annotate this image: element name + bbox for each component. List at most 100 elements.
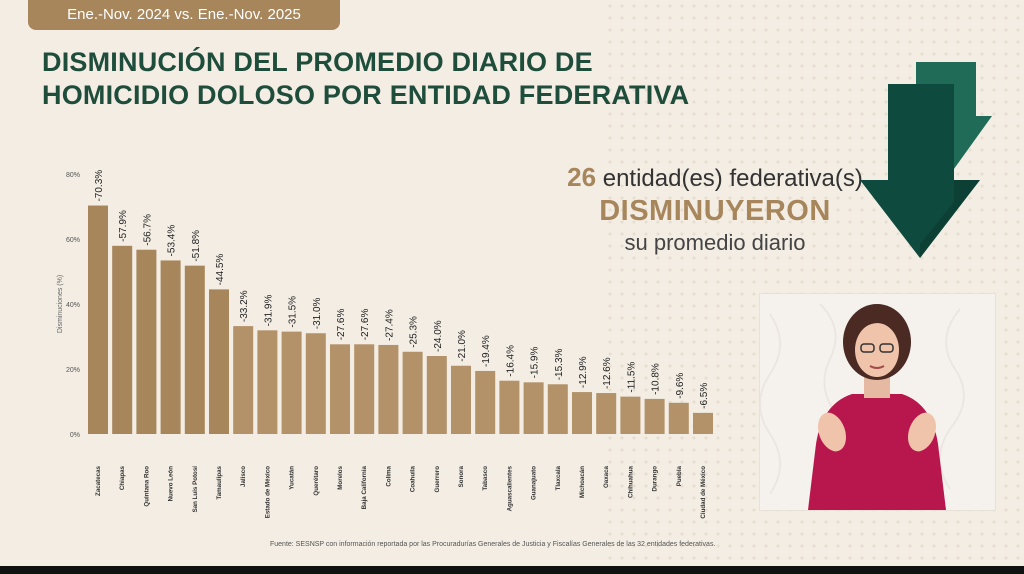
bar	[572, 392, 592, 434]
bar	[378, 344, 399, 434]
category-label: Jalisco	[240, 466, 247, 487]
bar	[112, 245, 133, 434]
bar-chart: 0% 20% 40% 60% 80% Disminuciones (%) -70.3% Zac…	[57, 170, 713, 519]
bar	[426, 356, 447, 434]
summary-count: 26	[567, 162, 597, 192]
bar	[184, 265, 205, 434]
bar	[305, 333, 326, 434]
y-axis-label: Disminuciones (%)	[57, 275, 64, 333]
category-label: Yucatán	[289, 466, 296, 490]
bar	[596, 393, 617, 434]
category-label: Oaxaca	[603, 465, 610, 488]
bar-value-label: -6.5%	[699, 383, 710, 409]
bar	[88, 205, 108, 434]
category-label: Colima	[385, 465, 392, 486]
category-label: Querétaro	[313, 466, 320, 496]
category-label: Chihuahua	[627, 465, 634, 498]
bar-value-label: -12.6%	[602, 357, 613, 389]
bar	[257, 330, 278, 434]
down-arrows-icon	[860, 62, 992, 258]
interpreter-person-icon	[760, 294, 995, 510]
period-badge: Ene.-Nov. 2024 vs. Ene.-Nov. 2025	[28, 0, 340, 30]
y-tick-label: 80%	[66, 172, 80, 179]
title-line-1: DISMINUCIÓN DEL PROMEDIO DIARIO DE	[42, 47, 593, 77]
category-label: Sonora	[458, 465, 465, 487]
category-label: Estado de México	[264, 466, 271, 518]
bar-value-label: -19.4%	[481, 335, 492, 367]
bar	[668, 402, 689, 434]
summary-count-suffix: entidad(es) federativa(s)	[596, 165, 863, 192]
bar	[160, 260, 181, 434]
title-line-2: HOMICIDIO DOLOSO POR ENTIDAD FEDERATIVA	[42, 80, 690, 110]
bar-value-label: -31.5%	[288, 296, 299, 328]
bar-value-label: -27.4%	[384, 309, 395, 341]
bar	[475, 370, 496, 434]
category-label: Morelos	[337, 465, 344, 489]
bar	[644, 398, 665, 434]
page-title: DISMINUCIÓN DEL PROMEDIO DIARIO DE HOMIC…	[42, 46, 689, 112]
category-label: Guerrero	[434, 466, 441, 493]
category-label: Quintana Roo	[143, 466, 150, 507]
category-label: San Luis Potosí	[192, 466, 199, 513]
bar	[233, 326, 254, 434]
bar-value-label: -31.0%	[312, 297, 323, 329]
category-label: Guanajuato	[531, 466, 538, 500]
bar	[693, 412, 713, 434]
sign-language-interpreter	[760, 294, 995, 510]
bar-value-label: -53.4%	[167, 225, 178, 257]
bar	[523, 382, 544, 434]
bar-value-label: -33.2%	[239, 290, 250, 322]
category-label: Coahuila	[410, 465, 417, 492]
bar	[354, 344, 375, 434]
bar	[136, 249, 157, 434]
bar-value-label: -15.3%	[554, 348, 565, 380]
y-tick-label: 60%	[66, 237, 80, 244]
bar-value-label: -27.6%	[360, 309, 371, 341]
bar-value-label: -12.9%	[578, 356, 589, 388]
bar	[209, 289, 229, 434]
category-label: Zacatecas	[95, 465, 102, 495]
bar-value-label: -44.5%	[215, 254, 226, 286]
bar-value-label: -15.9%	[530, 347, 541, 379]
category-label: Tabasco	[482, 466, 489, 491]
category-label: Tlaxcala	[555, 465, 562, 490]
source-note: Fuente: SESNSP con información reportada…	[270, 541, 716, 548]
screen-bottom-bar	[0, 566, 1024, 574]
category-label: Chiapas	[119, 465, 126, 490]
bar-value-label: -27.6%	[336, 309, 347, 341]
category-label: Nuevo León	[168, 466, 175, 502]
bar-value-label: -21.0%	[457, 330, 468, 362]
summary-tail: su promedio diario	[624, 230, 806, 255]
summary-callout: 26 entidad(es) federativa(s) DISMINUYERO…	[540, 162, 890, 256]
category-label: Aguascalientes	[506, 465, 513, 511]
bar-value-label: -51.8%	[191, 230, 202, 262]
bar	[330, 344, 350, 434]
bar	[547, 384, 568, 434]
bar-value-label: -11.5%	[626, 362, 637, 393]
y-tick-label: 40%	[66, 302, 80, 309]
category-label: Tamaulipas	[216, 465, 223, 499]
bar	[451, 365, 471, 434]
bar	[499, 380, 520, 434]
category-label: Durango	[652, 466, 659, 492]
bar-value-label: -24.0%	[433, 320, 444, 352]
bar-value-label: -57.9%	[118, 210, 129, 242]
y-tick-label: 0%	[70, 432, 80, 439]
bar-value-label: -10.8%	[651, 363, 662, 395]
summary-verb: DISMINUYERON	[599, 195, 831, 227]
bar	[281, 331, 302, 434]
category-label: Ciudad de México	[700, 466, 707, 519]
bar-value-label: -70.3%	[94, 170, 105, 202]
bar-value-label: -25.3%	[409, 316, 420, 348]
y-tick-label: 20%	[66, 367, 80, 374]
front-arrow-shade	[920, 180, 980, 258]
summary-count-line: 26 entidad(es) federativa(s)	[540, 162, 890, 193]
bar-value-label: -56.7%	[142, 214, 153, 246]
category-label: Baja California	[361, 465, 368, 509]
bar-value-label: -16.4%	[505, 345, 516, 377]
bar-value-label: -9.6%	[675, 373, 686, 399]
category-label: Michoacán	[579, 466, 586, 498]
bar-value-label: -31.9%	[263, 295, 274, 327]
category-label: Puebla	[676, 465, 683, 486]
bar	[620, 396, 641, 434]
